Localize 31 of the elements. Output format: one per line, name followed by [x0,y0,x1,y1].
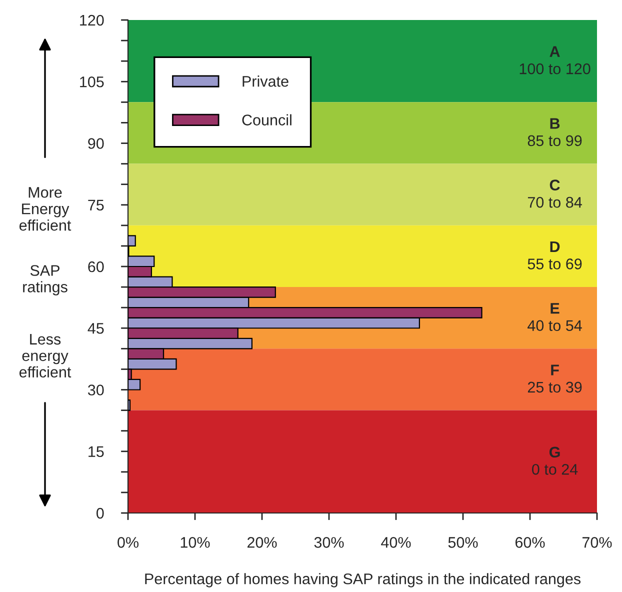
y-tick-label: 75 [88,200,104,211]
band-label: G 0 to 24 [532,446,578,475]
bar [128,399,131,411]
x-tick-label: 60% [515,537,545,548]
x-tick-label: 20% [247,537,277,548]
y-tick-label: 30 [88,384,104,396]
band-label: B 85 to 99 [528,118,582,146]
y-tick-label: 60 [88,261,104,272]
band-label: D 55 to 69 [528,241,582,270]
y-tick-label: 15 [88,446,104,458]
x-tick-label: 10% [180,537,210,548]
x-tick-label: 0% [118,537,138,548]
y-tick-label: 120 [80,14,104,26]
x-tick-label: 70% [582,537,612,548]
band-label: F 25 to 39 [528,364,582,393]
text: SAP ratings [23,265,68,296]
y-tick-label: 90 [88,138,104,149]
y-tick-label: 105 [80,76,104,88]
x-axis-title: Percentage of homes having SAP ratings in the indicated ranges [145,573,581,588]
text: Less energy efficient [19,334,72,378]
legend-label: Private [242,76,288,87]
band-label: C 70 to 84 [528,180,582,208]
y-tick-label: 0 [96,508,104,519]
band-label: A 100 to 120 [520,46,590,74]
y-tick-label: 45 [88,323,104,334]
text: More Energy efficient [19,187,72,231]
x-tick-label: 50% [448,537,478,548]
x-tick-label: 30% [314,537,344,548]
band-label: E 40 to 54 [528,303,582,331]
legend-label: Council [242,114,292,126]
x-tick-label: 40% [381,537,411,548]
